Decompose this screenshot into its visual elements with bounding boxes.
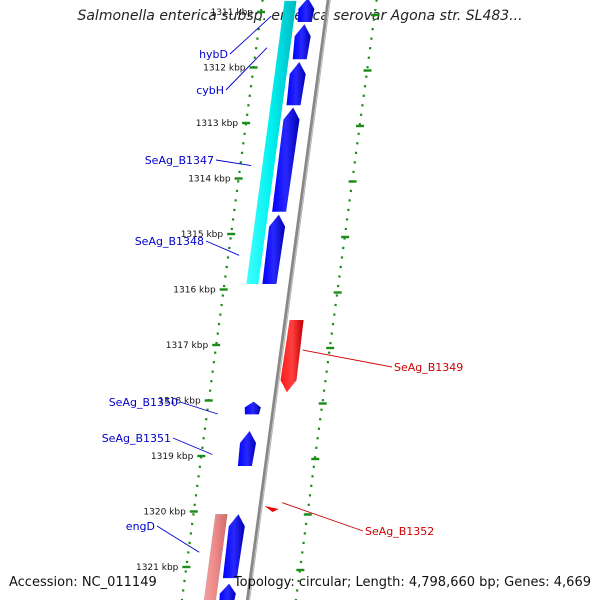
tick-label: 1314 kbp — [188, 175, 231, 185]
outer-dotted-ring — [294, 0, 378, 600]
gene-arrow — [286, 62, 306, 106]
gene-label: SeAg_B1352 — [365, 525, 434, 538]
gene-label: cybH — [196, 84, 224, 97]
gene-arrow — [297, 0, 315, 22]
gene-arrow — [237, 431, 256, 466]
tick-label: 1316 kbp — [173, 286, 216, 296]
tick-label: 1311 kbp — [211, 8, 254, 18]
label-leader-line — [172, 437, 213, 455]
tick-label: 1313 kbp — [196, 119, 239, 129]
gene-arrow — [272, 107, 300, 212]
gene-label: hybD — [199, 48, 228, 61]
gene-arrow — [219, 583, 236, 600]
gene-label: engD — [126, 520, 155, 533]
tick-label: 1315 kbp — [181, 230, 224, 240]
feature-track — [203, 0, 297, 600]
gene-arrow — [280, 320, 304, 393]
tick-label: 1317 kbp — [166, 341, 209, 351]
gene-arrow — [262, 214, 286, 284]
gene-label: SeAg_B1350 — [109, 396, 178, 409]
tick-label: 1318 kbp — [158, 397, 201, 407]
gene-label: SeAg_B1347 — [145, 154, 214, 167]
tick-label: 1321 kbp — [136, 563, 179, 573]
gene-track — [219, 0, 315, 600]
label-leader-line — [282, 502, 364, 532]
gene-label: SeAg_B1351 — [102, 432, 171, 445]
tick-label: 1320 kbp — [143, 508, 186, 518]
track-rings — [180, 0, 379, 600]
label-leader-line — [179, 401, 218, 415]
ruler: 1311 kbp 1312 kbp 1313 kbp 1314 kbp 1315 kbp… — [136, 8, 253, 573]
accession-text: Accession: NC_011149 — [9, 575, 157, 590]
backbone-highlight — [248, 0, 331, 600]
label-leader-line — [215, 159, 252, 167]
backbone-line — [245, 0, 331, 600]
gene-labels: hybD cybH SeAg_B1347 SeAg_B1348 SeAg_B1349 Se… — [102, 15, 463, 553]
gene-arrow — [264, 505, 279, 512]
feature-block — [246, 0, 297, 285]
tick-label: 1312 kbp — [203, 64, 246, 74]
label-leader-line — [156, 525, 200, 553]
feature-block-pink — [203, 514, 228, 600]
label-leader-line — [229, 15, 272, 55]
gene-arrow — [244, 401, 261, 415]
gene-label: SeAg_B1348 — [135, 235, 204, 248]
topology-text: Topology: circular; Length: 4,798,660 bp… — [233, 575, 591, 590]
tick-label: 1319 kbp — [151, 452, 194, 462]
label-leader-line — [225, 47, 268, 91]
gene-arrow — [292, 24, 311, 60]
label-leader-line — [302, 349, 393, 368]
gene-arrow — [222, 514, 245, 579]
gene-label: SeAg_B1349 — [394, 361, 463, 374]
label-leader-line — [205, 240, 240, 256]
